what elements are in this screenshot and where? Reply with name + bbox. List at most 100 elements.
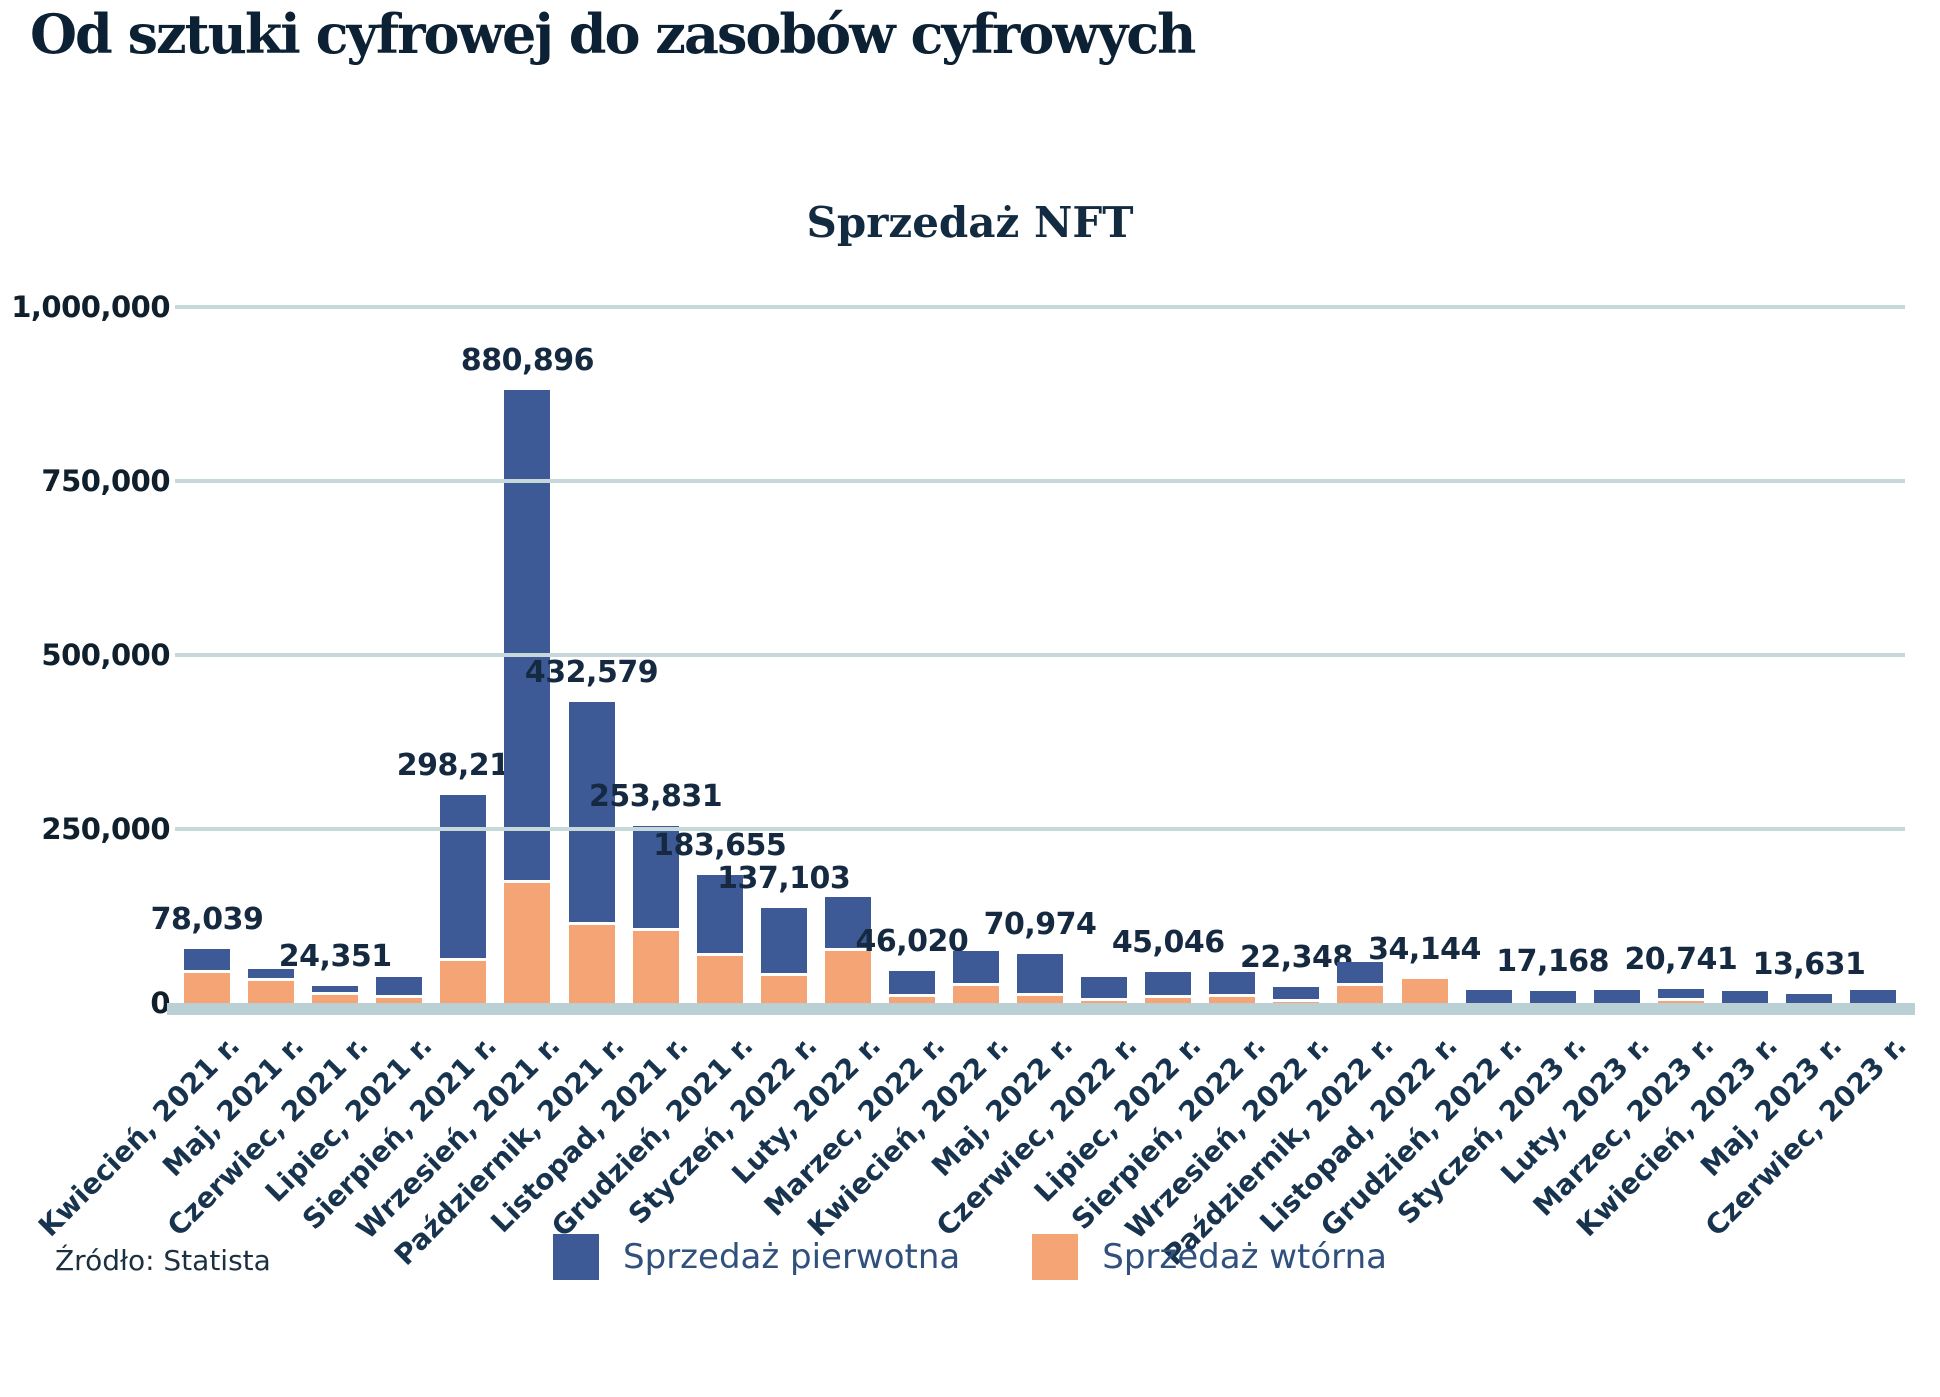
- bar-segment-primary[interactable]: [760, 907, 807, 976]
- bar-slot: 22,348 Wrzesień, 2022 r.: [1119, 307, 1353, 1245]
- bars-container: 78,039 Kwiecień, 2021 r. Maj, 2021 r. 24,35…: [32, 307, 1912, 1272]
- stacked-bar[interactable]: [1785, 993, 1832, 1003]
- bar-segment-secondary[interactable]: [312, 995, 359, 1003]
- bar-slot: 880,896 Wrzesień, 2021 r.: [350, 307, 594, 1246]
- stacked-bar[interactable]: [632, 826, 679, 1003]
- bar-value-label: 20,741: [1624, 941, 1738, 977]
- bar-slot: 24,351 Czerwiec, 2021 r.: [161, 307, 392, 1243]
- bar-value-label: 24,351: [278, 939, 392, 975]
- bar-value-label: 432,579: [524, 654, 659, 690]
- stacked-bar[interactable]: [1337, 962, 1384, 1003]
- stacked-bar[interactable]: [184, 948, 231, 1003]
- bar-value-label: 78,039: [150, 901, 264, 937]
- bar-segment-primary[interactable]: [504, 389, 551, 884]
- bar-segment-secondary[interactable]: [440, 961, 487, 1003]
- stacked-bar[interactable]: [1017, 953, 1064, 1003]
- stacked-bar[interactable]: [504, 389, 551, 1003]
- bar-segment-secondary[interactable]: [1081, 1001, 1128, 1003]
- legend-item-secondary[interactable]: Sprzedaż wtórna: [1032, 1234, 1387, 1280]
- bar-segment-secondary[interactable]: [760, 975, 807, 1003]
- bar-segment-secondary[interactable]: [1337, 986, 1384, 1003]
- bar-segment-primary[interactable]: [632, 826, 679, 932]
- stacked-bar[interactable]: [376, 977, 423, 1003]
- bar-segment-primary[interactable]: [1209, 971, 1256, 998]
- bar-segment-secondary[interactable]: [952, 986, 999, 1003]
- stacked-bar[interactable]: [312, 986, 359, 1003]
- bar-segment-primary[interactable]: [184, 948, 231, 974]
- bar-segment-secondary[interactable]: [568, 925, 615, 1003]
- plot-area: 78,039 Kwiecień, 2021 r. Maj, 2021 r. 24,35…: [32, 305, 1915, 1272]
- bar-segment-primary[interactable]: [248, 968, 295, 982]
- bar-segment-primary[interactable]: [1785, 993, 1832, 1003]
- bar-segment-secondary[interactable]: [1273, 1001, 1320, 1003]
- bar-segment-secondary[interactable]: [632, 931, 679, 1003]
- stacked-bar[interactable]: [568, 701, 615, 1003]
- bar-segment-secondary[interactable]: [1145, 998, 1192, 1003]
- bar-segment-secondary[interactable]: [248, 981, 295, 1003]
- gridline-500,000: [175, 653, 1905, 657]
- bar-slot: 183,655 Grudzień, 2021 r.: [545, 307, 787, 1243]
- gridline-750,000: [175, 479, 1905, 483]
- stacked-bar[interactable]: [1721, 991, 1768, 1003]
- bar-segment-primary[interactable]: [888, 970, 935, 997]
- bar-segment-secondary[interactable]: [504, 883, 551, 1003]
- stacked-bar[interactable]: [440, 795, 487, 1003]
- bar-segment-primary[interactable]: [1529, 991, 1576, 1003]
- stacked-bar[interactable]: [1081, 977, 1128, 1003]
- bar-value-label: 253,831: [589, 779, 723, 815]
- bar-segment-secondary[interactable]: [184, 973, 231, 1003]
- bar-slot: Luty, 2023 r.: [1494, 307, 1656, 1191]
- stacked-bar[interactable]: [1273, 987, 1320, 1003]
- bar-value-label: 22,348: [1239, 940, 1353, 976]
- bar-slot: 78,039 Kwiecień, 2021 r.: [32, 307, 264, 1243]
- bar-segment-primary[interactable]: [1337, 962, 1384, 987]
- stacked-bar[interactable]: [696, 875, 743, 1003]
- bar-segment-secondary[interactable]: [1401, 979, 1448, 1003]
- bar-slot: Grudzień, 2022 r.: [1314, 307, 1528, 1243]
- bar-segment-primary[interactable]: [568, 701, 615, 926]
- stacked-bar[interactable]: [1145, 971, 1192, 1003]
- bar-segment-secondary[interactable]: [376, 998, 423, 1003]
- bar-segment-secondary[interactable]: [1209, 997, 1256, 1003]
- bar-segment-primary[interactable]: [1593, 990, 1640, 1003]
- bar-segment-primary[interactable]: [952, 950, 999, 987]
- stacked-bar[interactable]: [1209, 971, 1256, 1003]
- stacked-bar[interactable]: [1401, 979, 1448, 1003]
- stacked-bar[interactable]: [952, 950, 999, 1003]
- bar-value-label: 46,020: [855, 923, 969, 959]
- bar-segment-secondary[interactable]: [1017, 995, 1064, 1003]
- bar-segment-primary[interactable]: [696, 875, 743, 957]
- bar-segment-secondary[interactable]: [1657, 1000, 1704, 1003]
- stacked-bar[interactable]: [760, 907, 807, 1003]
- stacked-bar[interactable]: [1529, 991, 1576, 1003]
- bar-slot: 253,831 Listopad, 2021 r.: [485, 307, 723, 1239]
- bar-segment-primary[interactable]: [1017, 953, 1064, 996]
- bar-segment-secondary[interactable]: [824, 950, 871, 1003]
- stacked-bar[interactable]: [1593, 990, 1640, 1003]
- legend-item-primary[interactable]: Sprzedaż pierwotna: [553, 1234, 960, 1280]
- bar-segment-primary[interactable]: [440, 795, 487, 962]
- bar-segment-primary[interactable]: [1850, 989, 1897, 1003]
- bar-segment-primary[interactable]: [1657, 988, 1704, 1001]
- bar-segment-primary[interactable]: [376, 977, 423, 999]
- stacked-bar[interactable]: [1465, 989, 1512, 1003]
- stacked-bar[interactable]: [1657, 988, 1704, 1003]
- chart-title: Sprzedaż NFT: [806, 198, 1134, 247]
- bar-segment-secondary[interactable]: [696, 956, 743, 1003]
- bar-segment-primary[interactable]: [1081, 977, 1128, 1002]
- bar-segment-primary[interactable]: [824, 897, 871, 951]
- bar-segment-primary[interactable]: [1273, 987, 1320, 1002]
- bar-segment-primary[interactable]: [1465, 989, 1512, 1003]
- stacked-bar[interactable]: [248, 968, 295, 1003]
- bar-segment-primary[interactable]: [312, 986, 359, 995]
- stacked-bar[interactable]: [888, 970, 935, 1003]
- stacked-bar[interactable]: [824, 897, 871, 1003]
- stacked-bar[interactable]: [1850, 989, 1897, 1003]
- bar-segment-secondary[interactable]: [888, 996, 935, 1003]
- bar-segment-primary[interactable]: [1721, 991, 1768, 1003]
- gridline-1,000,000: [175, 305, 1905, 309]
- bar-segment-primary[interactable]: [1145, 971, 1192, 999]
- y-tick-label: 0: [150, 986, 170, 1020]
- bar-value-label: 45,046: [1111, 924, 1225, 960]
- legend-swatch-icon: [1032, 1234, 1079, 1280]
